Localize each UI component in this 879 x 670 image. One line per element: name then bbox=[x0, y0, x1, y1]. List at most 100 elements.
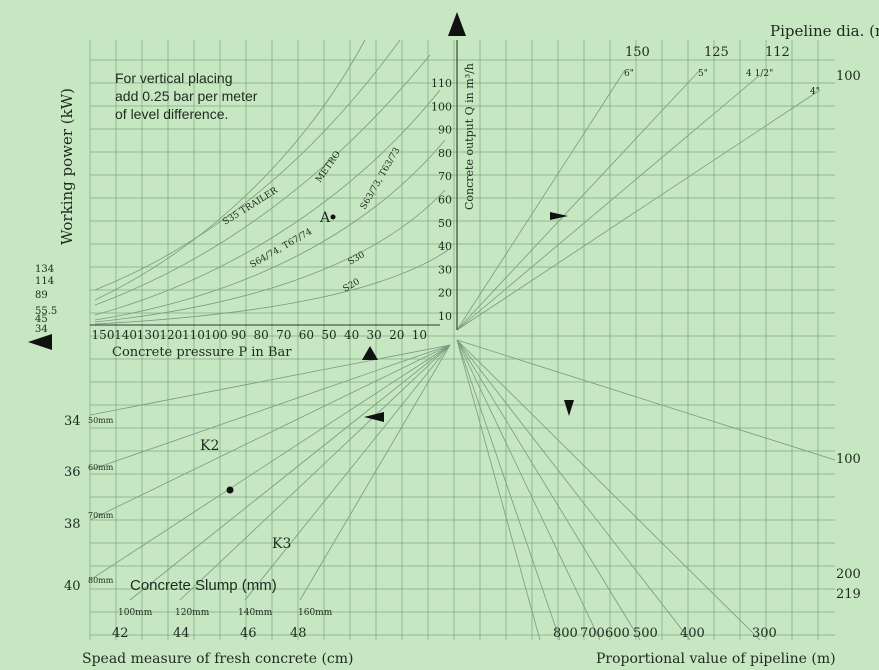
slump-left-tick: 36 bbox=[64, 465, 81, 480]
slump-ray bbox=[89, 344, 451, 471]
pump-curve bbox=[94, 189, 446, 323]
pressure-tick: 20 bbox=[389, 328, 404, 342]
output-tick: 30 bbox=[438, 263, 452, 276]
pressure-tick: 30 bbox=[367, 328, 382, 342]
right-value: 100 bbox=[836, 452, 861, 467]
output-tick: 70 bbox=[438, 170, 452, 183]
slump-ray bbox=[89, 344, 451, 581]
proportional-tick: 500 bbox=[633, 626, 658, 641]
proportional-ray bbox=[456, 339, 761, 641]
pressure-tick: 140 bbox=[114, 328, 137, 342]
point-a-label: A bbox=[319, 210, 331, 226]
pressure-tick: 50 bbox=[321, 328, 336, 342]
point-a-dot bbox=[330, 214, 336, 220]
output-tick: 100 bbox=[431, 100, 452, 113]
right-value: 219 bbox=[836, 587, 861, 602]
small-up-arrow-icon bbox=[362, 346, 378, 360]
pipe-ray bbox=[456, 89, 821, 331]
proportional-tick: 800 bbox=[553, 626, 578, 641]
proportional-ray bbox=[456, 339, 541, 641]
output-label: Concrete output Q in m³/h bbox=[463, 63, 476, 210]
slump-label: Concrete Slump (mm) bbox=[130, 577, 277, 594]
pressure-label: Concrete pressure P in Bar bbox=[112, 345, 292, 360]
output-tick: 40 bbox=[438, 240, 452, 253]
k3-label: K3 bbox=[272, 536, 291, 552]
proportional-label: Proportional value of pipeline (m) bbox=[596, 651, 836, 667]
spread-label: Spead measure of fresh concrete (cm) bbox=[82, 651, 354, 667]
right-value: 100 bbox=[836, 69, 861, 84]
pipe-ray bbox=[456, 69, 701, 331]
spread-tick: 44 bbox=[173, 626, 190, 641]
slump-mm-bottom-tick: 140mm bbox=[238, 608, 273, 618]
output-tick: 20 bbox=[438, 287, 452, 300]
pressure-tick: 40 bbox=[344, 328, 359, 342]
note-line-3: of level difference. bbox=[115, 106, 228, 122]
right-arrow-icon bbox=[550, 212, 568, 220]
output-tick: 90 bbox=[438, 124, 452, 137]
slump-mm-bottom-tick: 100mm bbox=[118, 608, 153, 618]
pipe-inch-4: 4" bbox=[810, 87, 820, 97]
slump-mm-left-tick: 50mm bbox=[88, 416, 114, 425]
pressure-tick: 150 bbox=[92, 328, 115, 342]
power-tick: 34 bbox=[35, 324, 48, 335]
slump-mm-left-tick: 80mm bbox=[88, 576, 114, 585]
power-tick: 134 bbox=[35, 264, 54, 275]
k2-label: K2 bbox=[200, 438, 219, 454]
pipeline-dia-title: Pipeline dia. (mm) bbox=[770, 22, 879, 40]
k2-dot bbox=[226, 486, 234, 494]
curves bbox=[89, 39, 836, 641]
proportional-tick: 700 bbox=[580, 626, 605, 641]
power-tick: 45 bbox=[35, 314, 48, 325]
pressure-tick: 10 bbox=[412, 328, 427, 342]
pressure-tick: 100 bbox=[205, 328, 228, 342]
pressure-tick: 80 bbox=[254, 328, 269, 342]
spread-tick: 48 bbox=[290, 626, 307, 641]
slump-ray bbox=[299, 344, 451, 601]
note-line-2: add 0.25 bar per meter bbox=[115, 88, 258, 104]
left-arrow-icon bbox=[28, 334, 52, 350]
pump-curve bbox=[94, 54, 431, 306]
slump-ray bbox=[89, 344, 451, 416]
output-tick: 60 bbox=[438, 194, 452, 207]
power-tick: 114 bbox=[35, 276, 54, 287]
pressure-tick: 90 bbox=[231, 328, 246, 342]
proportional-ray bbox=[456, 339, 641, 641]
working-power-label: Working power (kW) bbox=[58, 88, 76, 245]
note-line-1: For vertical placing bbox=[115, 70, 233, 86]
slump-left-tick: 38 bbox=[64, 517, 81, 532]
slump-mm-left-tick: 60mm bbox=[88, 463, 114, 472]
pressure-tick: 60 bbox=[299, 328, 314, 342]
pump-curve bbox=[94, 139, 446, 321]
slump-mm-left-tick: 70mm bbox=[88, 511, 114, 520]
slump-left-tick: 34 bbox=[64, 414, 81, 429]
pipe-inch-4-5: 4 1/2" bbox=[746, 69, 773, 79]
slump-ray bbox=[129, 344, 451, 601]
pressure-tick: 110 bbox=[182, 328, 205, 342]
pressure-tick: 130 bbox=[137, 328, 160, 342]
slump-left-tick: 40 bbox=[64, 579, 81, 594]
output-tick: 50 bbox=[438, 217, 452, 230]
slump-ray bbox=[179, 344, 451, 601]
slump-mm-bottom-tick: 160mm bbox=[298, 608, 333, 618]
pipe-ray bbox=[456, 74, 761, 331]
small-left-arrow-icon bbox=[364, 412, 384, 422]
pump-curve bbox=[94, 249, 449, 325]
pump-curve bbox=[94, 89, 441, 316]
spread-tick: 42 bbox=[112, 626, 129, 641]
proportional-ray bbox=[456, 339, 836, 461]
pump-curve bbox=[94, 39, 366, 301]
up-arrow-icon bbox=[448, 12, 466, 36]
proportional-tick: 300 bbox=[752, 626, 777, 641]
proportional-ray bbox=[456, 339, 601, 641]
pipe-inch-6: 6" bbox=[624, 69, 634, 79]
pressure-tick: 70 bbox=[276, 328, 291, 342]
down-arrow-icon bbox=[564, 400, 574, 416]
slump-mm-bottom-tick: 120mm bbox=[175, 608, 210, 618]
pipe-mm-112: 112 bbox=[765, 45, 790, 60]
output-tick: 80 bbox=[438, 147, 452, 160]
pipe-ray bbox=[456, 69, 626, 331]
proportional-ray bbox=[456, 339, 691, 641]
